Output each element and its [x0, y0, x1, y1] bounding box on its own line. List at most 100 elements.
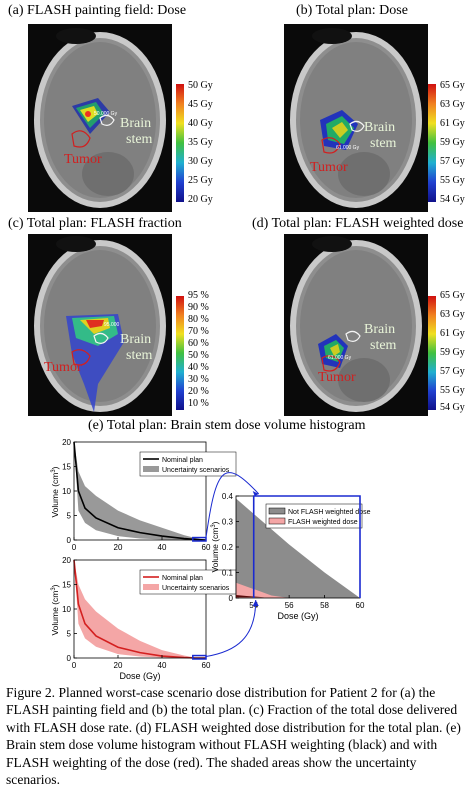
dvh-top-plot: 0 20 40 60 0 5 10 15 20 Nominal plan Uncertainty s…: [50, 438, 237, 552]
stem-label-b: stem: [370, 136, 397, 151]
max-marker-c: 95.000: [104, 322, 120, 328]
cbar-b-tick: 61 Gy: [440, 118, 465, 129]
colorbar-labels-d: 65 Gy 63 Gy 61 Gy 59 Gy 57 Gy 55 Gy 54 G…: [440, 290, 476, 414]
flash-weighted-core: [236, 594, 265, 598]
panel-c-title: (c) Total plan: FLASH fraction: [8, 216, 182, 231]
y-axis-label: Volume (cm3): [50, 584, 60, 635]
cbar-b-tick: 57 Gy: [440, 156, 465, 167]
x-tick-label: 56: [285, 601, 294, 610]
x-tick-label: 0: [72, 661, 77, 670]
ct-scan-d: 61.000 Gy Brain stem Tumor: [284, 234, 428, 416]
y-axis-label: Volume (cm3): [210, 521, 220, 572]
x-tick-label: 60: [202, 543, 211, 552]
cbar-d-tick: 57 Gy: [440, 366, 465, 377]
cbar-c-tick: 50 %: [188, 350, 209, 361]
y-tick-label: 0.2: [222, 543, 234, 552]
cbar-a-tick: 30 Gy: [188, 156, 213, 167]
y-axis-label: Volume (cm3): [50, 466, 60, 517]
nominal-line: [73, 441, 207, 541]
figure-caption: Figure 2. Planned worst-case scenario do…: [6, 685, 461, 788]
legend-entry: Nominal plan: [162, 457, 203, 464]
y-tick-label: 0: [229, 594, 234, 603]
colorbar-labels-b: 65 Gy 63 Gy 61 Gy 59 Gy 57 Gy 55 Gy 54 G…: [440, 80, 476, 206]
arrowhead-top: [252, 491, 259, 496]
brain-label-b: Brain: [364, 120, 396, 135]
dvh-bottom-plot: 0 20 40 60 0 5 10 15 20 Nominal plan Uncertainty s…: [50, 556, 237, 681]
ct-scan-a: 50.000 Gy Brain stem Tumor: [28, 24, 172, 212]
tumor-label-d: Tumor: [318, 370, 356, 385]
y-axis-label-sup: 3: [51, 587, 57, 591]
x-tick-label: 60: [356, 601, 365, 610]
max-dose-marker-d: 61.000 Gy: [328, 355, 352, 361]
cbar-a-tick: 50 Gy: [188, 80, 213, 91]
uncertainty-band: [74, 560, 206, 658]
colorbar-c: [176, 296, 184, 410]
ct-scan-c: 95.000 Brain stem Tumor: [28, 234, 172, 416]
legend-box: [139, 569, 237, 595]
y-tick-label: 10: [62, 605, 71, 614]
y-tick-label: 20: [62, 556, 71, 565]
cbar-c-tick: 70 %: [188, 326, 209, 337]
x-axis-label-zoom: Dose (Gy): [277, 611, 318, 621]
cbar-b-tick: 59 Gy: [440, 137, 465, 148]
colorbar-labels-a: 50 Gy 45 Gy 40 Gy 35 Gy 30 Gy 25 Gy 20 G…: [188, 80, 228, 206]
y-tick-label: 15: [62, 463, 71, 472]
cbar-b-tick: 63 Gy: [440, 99, 465, 110]
cbar-b-tick: 55 Gy: [440, 175, 465, 186]
cbar-a-tick: 45 Gy: [188, 99, 213, 110]
tumor-label-a: Tumor: [64, 152, 102, 167]
cbar-c-tick: 60 %: [188, 338, 209, 349]
cbar-c-tick: 95 %: [188, 290, 209, 301]
cbar-d-tick: 54 Gy: [440, 402, 465, 413]
zoom-frame: [252, 495, 361, 598]
ct-scan-b: 61.000 Gy Brain stem Tumor: [284, 24, 428, 212]
legend-area-swatch: [143, 466, 159, 472]
cbar-d-tick: 61 Gy: [440, 328, 465, 339]
cbar-c-tick: 80 %: [188, 314, 209, 325]
cbar-a-tick: 20 Gy: [188, 194, 213, 205]
cbar-b-tick: 54 Gy: [440, 194, 465, 205]
x-tick-label: 40: [158, 661, 167, 670]
legend-entry: Not FLASH weighted dose: [288, 509, 371, 516]
arrowhead-bottom: [252, 600, 259, 606]
max-dose-marker-b: 61.000 Gy: [336, 145, 360, 151]
y-tick-label: 0.3: [222, 518, 234, 527]
y-tick-label: 0: [67, 654, 72, 663]
legend-area-swatch: [143, 584, 159, 590]
y-tick-label: 0.1: [222, 569, 234, 578]
cbar-c-tick: 30 %: [188, 374, 209, 385]
cbar-d-tick: 65 Gy: [440, 290, 465, 301]
legend-entry: FLASH weighted dose: [288, 519, 358, 526]
colorbar-d: [428, 296, 436, 410]
cbar-a-tick: 35 Gy: [188, 137, 213, 148]
cbar-d-tick: 55 Gy: [440, 385, 465, 396]
x-tick-label: 60: [202, 661, 211, 670]
tumor-label-c: Tumor: [44, 360, 82, 375]
connector-bottom: [205, 599, 257, 658]
x-tick-label: 58: [320, 601, 329, 610]
cbar-a-tick: 40 Gy: [188, 118, 213, 129]
cbar-c-tick: 90 %: [188, 302, 209, 313]
y-tick-label: 0.4: [222, 492, 234, 501]
legend-entry: Nominal plan: [162, 575, 203, 582]
uncertainty-band: [236, 498, 360, 598]
y-tick-label: 0: [67, 536, 72, 545]
zoom-region-top: [192, 536, 207, 542]
y-tick-label: 20: [62, 438, 71, 447]
legend-area-swatch: [268, 507, 286, 515]
y-tick-label: 5: [67, 512, 72, 521]
cbar-a-tick: 25 Gy: [188, 175, 213, 186]
connector-top: [205, 472, 260, 538]
stem-label-c: stem: [126, 348, 153, 363]
y-axis-label-sup: 3: [211, 524, 217, 528]
zoom-region-bottom: [192, 654, 207, 660]
brain-label-c: Brain: [120, 332, 152, 347]
x-axis-label-bottom: Dose (Gy): [119, 671, 160, 681]
colorbar-labels-c: 95 % 90 % 80 % 70 % 60 % 50 % 40 % 30 % …: [188, 290, 228, 414]
x-tick-label: 20: [114, 543, 123, 552]
cbar-c-tick: 10 %: [188, 398, 209, 409]
uncertainty-band: [236, 582, 290, 598]
cbar-d-tick: 59 Gy: [440, 347, 465, 358]
